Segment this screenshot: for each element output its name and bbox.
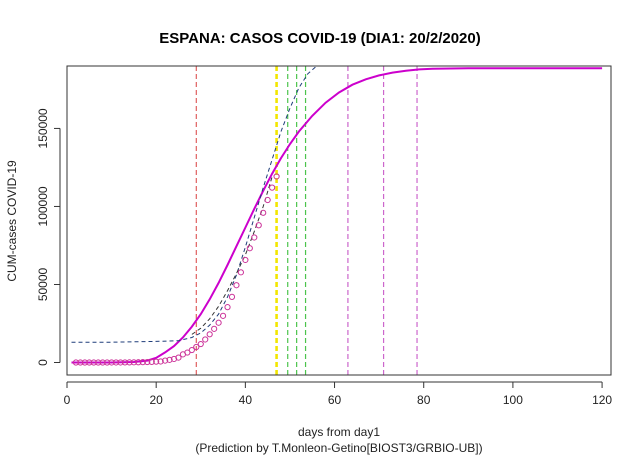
observed-point [219,312,227,319]
x-tick-label: 120 [592,393,612,407]
observed-point [104,359,111,366]
observed-point [242,256,249,264]
observed-point [77,359,84,366]
y-tick-label: 0 [36,359,50,366]
observed-point [215,319,222,326]
observed-point [188,346,195,354]
observed-point [148,358,155,365]
y-tick-label: 100000 [36,186,50,226]
observed-point [126,359,133,366]
observed-point [264,196,271,204]
y-tick-label: 50000 [36,267,50,301]
observed-point [202,336,209,343]
observed-point [135,359,142,366]
observed-point [228,293,236,300]
observed-point [117,359,124,366]
observed-points [72,173,280,366]
observed-point [86,359,93,366]
chart-title: ESPANA: CASOS COVID-19 (DIA1: 20/2/2020) [159,30,480,47]
observed-point [161,357,169,364]
x-tick-label: 40 [239,393,253,407]
x-tick-label: 0 [64,393,71,407]
observed-point [121,359,129,366]
y-axis: 0 50000 100000 150000 [36,108,61,366]
observed-point [72,359,80,366]
observed-point [81,359,88,366]
observed-point [144,358,151,366]
observed-point [130,359,137,366]
observed-point [108,359,115,366]
y-tick-label: 150000 [36,108,50,148]
observed-point [211,325,218,332]
observed-point [153,358,160,365]
x-axis: 0 20 40 60 80 100 120 [64,381,612,407]
observed-point [193,343,200,351]
x-tick-label: 100 [503,393,523,407]
x-tick-label: 80 [417,393,431,407]
observed-point [255,222,262,229]
observed-point [157,358,164,365]
series-line-1 [71,65,318,343]
observed-point [237,269,245,276]
observed-point [197,340,204,348]
observed-point [224,304,231,311]
observed-point [246,245,253,252]
observed-point [175,354,182,361]
observed-point [251,234,258,241]
observed-point [260,209,267,216]
chart-caption: (Prediction by T.Monleon-Getino[BIOST3/G… [195,441,482,455]
plot-frame [66,65,612,376]
series-line-0 [71,67,603,364]
observed-point [90,359,97,366]
observed-point [112,359,120,366]
observed-point [95,359,102,366]
observed-point [166,356,173,363]
series-lines [71,65,603,364]
x-axis-label: days from day1 [298,425,380,439]
series-line-2 [191,176,273,335]
reference-lines [195,66,418,375]
y-axis-label: CUM-cases COVID-19 [5,160,19,282]
observed-point [206,331,213,338]
observed-point [139,359,146,366]
observed-point [269,184,276,191]
observed-point [99,359,106,366]
observed-point [273,173,280,180]
x-tick-label: 20 [150,393,164,407]
observed-point [233,282,240,289]
observed-point [184,349,191,356]
x-tick-label: 60 [328,393,342,407]
